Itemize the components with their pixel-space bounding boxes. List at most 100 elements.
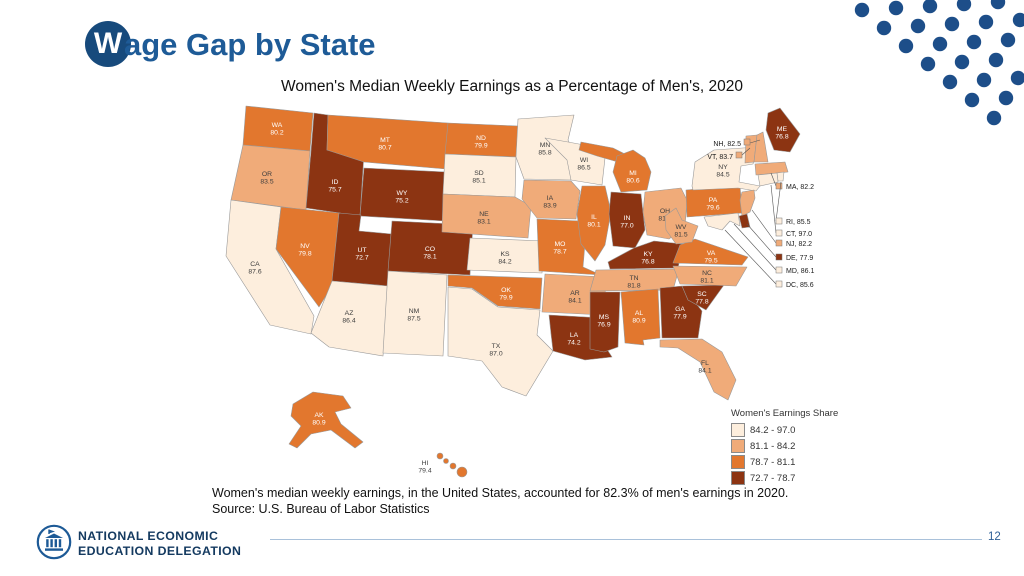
callout-vt: VT, 83.7 <box>707 147 751 161</box>
state-nm: NM 87.5 <box>382 270 448 357</box>
state-label-wa: WA 80.2 <box>270 122 283 137</box>
legend-label: 72.7 - 78.7 <box>750 472 796 484</box>
org-line2: EDUCATION DELEGATION <box>78 544 242 558</box>
state-or: OR 83.5 <box>230 144 311 211</box>
state-label-id: ID 75.7 <box>328 179 341 194</box>
legend-label: 84.2 - 97.0 <box>750 424 796 436</box>
state-label-sc: SC 77.8 <box>695 291 708 306</box>
state-ms: MS 76.9 <box>589 291 621 353</box>
state-fl: FL 84.1 <box>659 338 737 401</box>
state-label-mt: MT 80.7 <box>378 137 391 152</box>
callout-nh: NH, 82.5 <box>713 138 761 148</box>
state-ma <box>754 161 789 176</box>
need-logo-icon <box>36 524 72 560</box>
state-nc: NC 81.1 <box>672 265 748 287</box>
state-sd: SD 85.1 <box>442 153 517 198</box>
state-label-ks: KS 84.2 <box>498 251 511 266</box>
state-label-il: IL 80.1 <box>587 214 600 229</box>
callout-dc: DC, 85.6 <box>724 229 814 289</box>
state-label-fl: FL 84.1 <box>698 360 711 375</box>
state-label-la: LA 74.2 <box>567 332 580 347</box>
legend-row: 84.2 - 97.0 <box>731 423 838 437</box>
callout-label-ri: RI, 85.5 <box>786 219 811 226</box>
state-il: IL 80.1 <box>576 185 612 262</box>
state-label-ky: KY 76.8 <box>641 251 654 266</box>
callout-label-dc: DC, 85.6 <box>786 282 814 289</box>
callout-label-vt: VT, 83.7 <box>707 154 733 161</box>
callout-label-ma: MA, 82.2 <box>786 184 814 191</box>
legend-swatch <box>731 455 745 469</box>
state-label-ok: OK 79.9 <box>499 287 512 302</box>
state-ia: IA 83.9 <box>521 179 581 220</box>
state-label-nd: ND 79.9 <box>474 135 487 150</box>
state-in: IN 77.0 <box>608 191 646 249</box>
state-ct <box>757 172 779 187</box>
caption: Women's median weekly earnings, in the U… <box>212 485 788 518</box>
state-label-ga: GA 77.9 <box>673 306 686 321</box>
state-wa: WA 80.2 <box>242 105 314 152</box>
callout-label-de: DE, 77.9 <box>786 255 813 262</box>
state-az: AZ 86.4 <box>310 280 389 357</box>
state-label-co: CO 78.1 <box>423 246 436 261</box>
state-nh <box>753 131 769 163</box>
state-me: ME 76.8 <box>765 107 801 153</box>
state-nd: ND 79.9 <box>444 122 519 158</box>
state-ny: NY 84.5 <box>691 146 761 192</box>
state-label-nm: NM 87.5 <box>407 308 420 323</box>
state-label-nv: NV 79.8 <box>298 243 311 258</box>
state-label-mi: MI 80.6 <box>626 170 639 185</box>
state-label-ms: MS 76.9 <box>597 314 610 329</box>
callout-label-md: MD, 86.1 <box>786 268 815 275</box>
title-badge-letter: W <box>93 27 123 60</box>
callout-ma: MA, 82.2 <box>770 172 814 191</box>
legend-row: 72.7 - 78.7 <box>731 471 838 485</box>
state-label-or: OR 83.5 <box>260 171 273 186</box>
chart-title: Women's Median Weekly Earnings as a Perc… <box>281 78 743 95</box>
callout-nj: NJ, 82.2 <box>751 209 812 248</box>
state-wv: WV 81.5 <box>664 207 699 245</box>
state-label-va: VA 79.5 <box>704 250 717 265</box>
legend-label: 81.1 - 84.2 <box>750 440 796 452</box>
state-label-wi: WI 86.5 <box>577 157 590 172</box>
state-label-ne: NE 83.1 <box>477 211 490 226</box>
legend-row: 78.7 - 81.1 <box>731 455 838 469</box>
callout-md: MD, 86.1 <box>733 223 815 275</box>
state-label-ca: CA 87.6 <box>248 261 261 276</box>
state-ne: NE 83.1 <box>441 193 532 239</box>
page-title: age Gap by State <box>124 27 376 62</box>
state-label-tx: TX 87.0 <box>489 343 502 358</box>
state-label-ar: AR 84.1 <box>568 290 581 305</box>
state-wy: WY 75.2 <box>359 167 448 222</box>
page-number: 12 <box>988 531 1001 543</box>
state-label-tn: TN 81.8 <box>627 275 640 290</box>
state-nj <box>739 189 756 217</box>
legend-swatch <box>731 439 745 453</box>
caption-line2: Source: U.S. Bureau of Labor Statistics <box>212 502 430 517</box>
footer-divider <box>270 539 982 540</box>
legend-title: Women's Earnings Share <box>731 408 839 419</box>
state-label-ak: AK 80.9 <box>312 412 325 427</box>
state-tn: TN 81.8 <box>589 268 680 292</box>
state-md <box>703 212 741 231</box>
state-mi: MI 80.6 <box>578 141 652 193</box>
org-line1: NATIONAL ECONOMIC <box>78 529 219 543</box>
state-label-ny: NY 84.5 <box>716 164 729 179</box>
callout-label-nh: NH, 82.5 <box>713 141 741 148</box>
state-ut: UT 72.7 <box>331 212 393 287</box>
callout-ct: CT, 97.0 <box>770 184 812 238</box>
state-label-wv: WV 81.5 <box>674 224 687 239</box>
state-label-al: AL 80.9 <box>632 310 645 325</box>
state-label-ia: IA 83.9 <box>543 195 556 210</box>
us-choropleth-map: WA 80.2 OR 83.5 CA 87.6 ID 75.7 MT 80.7 WY 75.2 NV 79… <box>215 100 855 500</box>
map-legend: Women's Earnings Share 84.2 - 97.0 81.1 -… <box>731 408 838 487</box>
state-label-in: IN 77.0 <box>620 215 633 230</box>
legend-label: 78.7 - 81.1 <box>750 456 796 468</box>
caption-line1: Women's median weekly earnings, in the U… <box>212 486 789 500</box>
state-ri <box>776 171 785 182</box>
state-hi: HI 79.4 <box>418 452 468 478</box>
state-ks: KS 84.2 <box>466 237 545 274</box>
state-label-me: ME 76.8 <box>775 126 788 141</box>
callout-label-nj: NJ, 82.2 <box>786 241 812 248</box>
legend-rows: 84.2 - 97.0 81.1 - 84.2 78.7 - 81.1 72.7 - … <box>731 423 838 485</box>
